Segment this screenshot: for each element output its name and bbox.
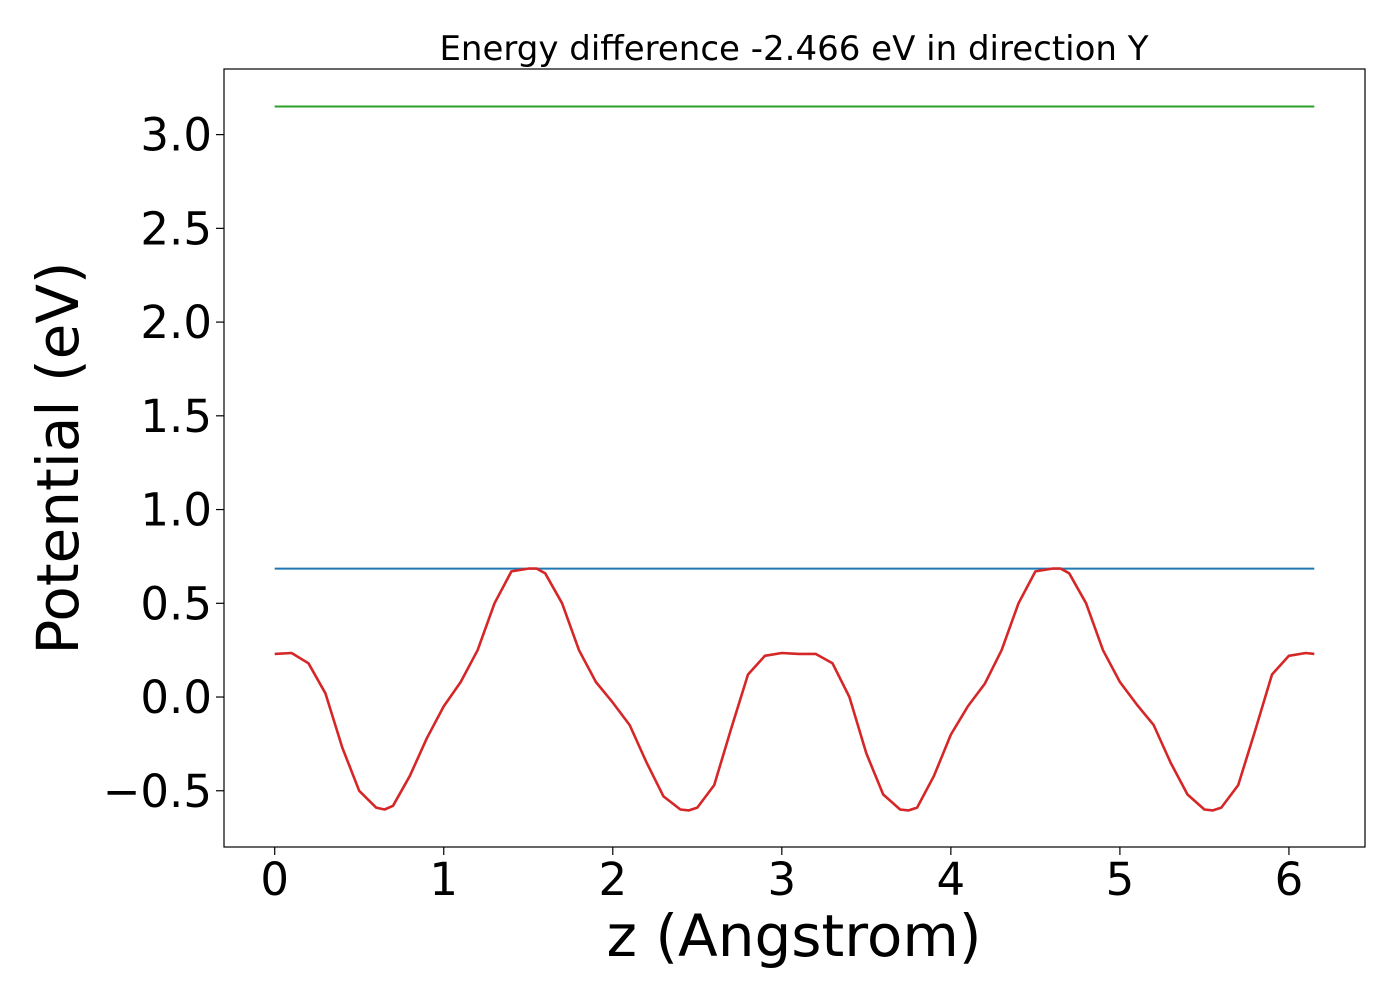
y-tick-label: 2.0 — [140, 296, 212, 349]
x-tick-label: 3 — [768, 853, 797, 906]
y-axis-label: Potential (eV) — [24, 261, 92, 654]
x-tick-label: 0 — [260, 853, 289, 906]
chart-title: Energy difference -2.466 eV in direction… — [439, 29, 1148, 69]
x-tick-label: 2 — [598, 853, 627, 906]
series-line-red — [274, 567, 1315, 812]
x-axis-label: z (Angstrom) — [607, 902, 982, 970]
x-tick-label: 6 — [1275, 853, 1304, 906]
x-tick-label: 4 — [937, 853, 966, 906]
y-tick-label: 1.0 — [140, 484, 212, 537]
plot-frame — [223, 68, 1366, 848]
y-tick-label: 2.5 — [140, 202, 212, 255]
y-tick-label: 3.0 — [140, 109, 212, 162]
y-tick-label: 0.0 — [140, 671, 212, 724]
plot-area — [274, 105, 1315, 812]
y-tick-label: 0.5 — [140, 577, 212, 630]
y-tick-label: −0.5 — [103, 765, 212, 818]
axis-ticks: 0 1 2 3 4 5 6 −0.5 0.0 0.5 1.0 1.5 2.0 2.5 3.0 — [103, 109, 1304, 906]
x-tick-label: 5 — [1106, 853, 1135, 906]
x-tick-label: 1 — [429, 853, 458, 906]
y-tick-label: 1.5 — [140, 390, 212, 443]
